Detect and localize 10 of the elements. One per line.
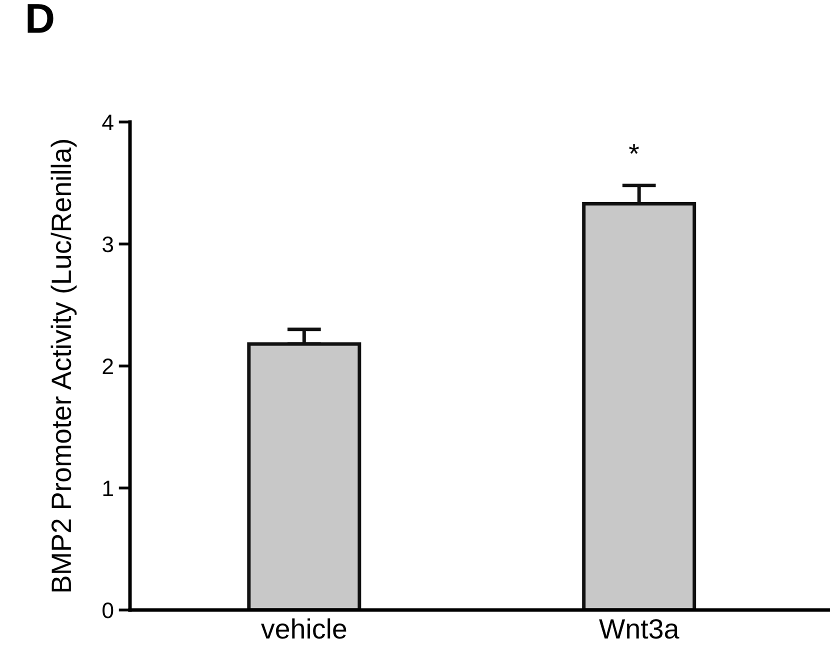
y-tick-label: 2 — [102, 358, 113, 374]
y-tick-label: 1 — [103, 480, 113, 496]
y-tick-label: 3 — [102, 236, 114, 252]
x-tick-label: vehicle — [261, 618, 346, 639]
y-tick-label: 4 — [102, 114, 114, 130]
x-tick-label: Wnt3a — [599, 619, 680, 639]
y-tick-label: 0 — [102, 602, 114, 618]
chart-title: D — [28, 4, 54, 33]
annotation: * — [629, 144, 639, 154]
y-axis-title: BMP2 Promoter Activity (Luc/Renilla) — [50, 140, 77, 592]
